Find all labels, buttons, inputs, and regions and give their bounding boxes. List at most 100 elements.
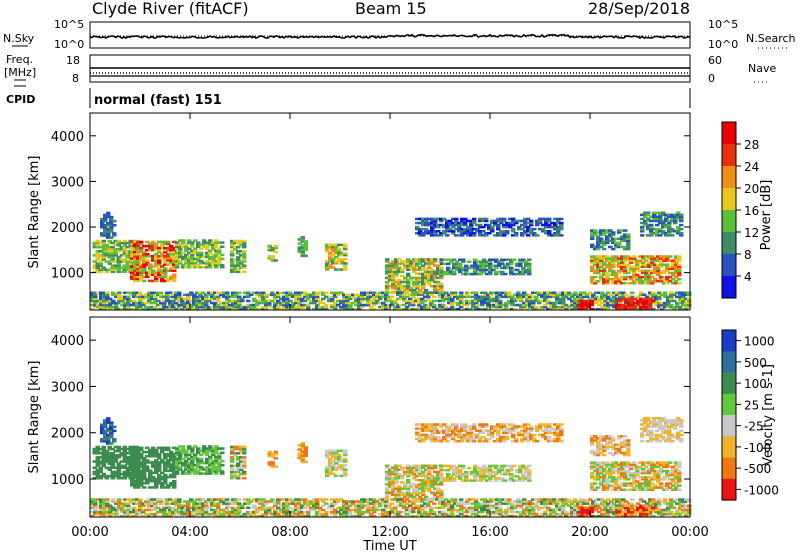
heatmap-cell <box>602 273 607 277</box>
heatmap-cell <box>122 464 127 467</box>
heatmap-cell <box>626 247 631 251</box>
heatmap-cell <box>196 251 201 255</box>
heatmap-cell <box>493 439 498 443</box>
heatmap-cell <box>640 217 645 221</box>
heatmap-cell <box>626 449 631 453</box>
heatmap-cell <box>448 433 453 437</box>
heatmap-cell <box>480 291 485 294</box>
heatmap-cell <box>315 305 320 309</box>
heatmap-cell <box>550 234 555 237</box>
heatmap-cell <box>679 423 684 426</box>
heatmap-cell <box>573 301 578 305</box>
heatmap-cell <box>640 227 645 231</box>
heatmap-cell <box>666 301 671 305</box>
heatmap-cell <box>626 243 631 247</box>
heatmap-cell <box>98 466 103 469</box>
heatmap-cell <box>101 254 106 257</box>
heatmap-cell <box>324 303 329 307</box>
heatmap-cell <box>148 267 153 270</box>
heatmap-cell <box>93 293 98 297</box>
heatmap-cell <box>406 260 411 263</box>
heatmap-cell <box>403 493 408 497</box>
heatmap-cell <box>122 270 127 274</box>
heatmap-cell <box>136 279 141 283</box>
heatmap-cell <box>453 291 458 294</box>
heatmap-cell <box>524 477 529 480</box>
heatmap-cell <box>507 299 512 303</box>
heatmap-cell <box>537 291 542 294</box>
heatmap-cell <box>300 291 305 294</box>
heatmap-cell <box>513 299 518 303</box>
heatmap-cell <box>648 305 653 309</box>
heatmap-cell <box>484 429 489 432</box>
heatmap-cell <box>157 482 162 485</box>
heatmap-cell <box>106 228 111 231</box>
heatmap-cell <box>403 470 408 474</box>
heatmap-cell <box>228 299 233 303</box>
heatmap-cell <box>236 252 241 255</box>
heatmap-cell <box>590 471 595 475</box>
heatmap-cell <box>406 274 411 278</box>
heatmap-cell <box>509 268 514 272</box>
heatmap-cell <box>125 266 130 269</box>
heatmap-cell <box>488 479 493 482</box>
heatmap-cell <box>177 293 182 297</box>
heatmap-cell <box>446 477 451 480</box>
heatmap-cell <box>109 226 114 229</box>
heatmap-cell <box>647 275 652 279</box>
heatmap-cell <box>114 307 119 311</box>
heatmap-cell <box>414 291 419 294</box>
heatmap-cell <box>190 464 195 467</box>
heatmap-cell <box>136 244 141 248</box>
heatmap-cell <box>564 293 569 297</box>
heatmap-cell <box>330 297 335 301</box>
heatmap-cell <box>201 291 206 294</box>
heatmap-cell <box>133 467 138 470</box>
heatmap-cell <box>181 243 186 246</box>
heatmap-cell <box>605 441 610 444</box>
heatmap-cell <box>142 463 147 466</box>
heatmap-cell <box>463 217 468 221</box>
heatmap-cell <box>505 230 510 233</box>
heatmap-cell <box>288 299 293 303</box>
heatmap-cell <box>213 301 218 305</box>
heatmap-cell <box>135 303 140 307</box>
heatmap-cell <box>611 263 616 266</box>
heatmap-cell <box>529 221 534 225</box>
heatmap-cell <box>101 248 106 251</box>
heatmap-cell <box>145 477 150 481</box>
heatmap-cell <box>101 464 106 467</box>
heatmap-cell <box>270 461 275 464</box>
heatmap-cell <box>671 259 676 262</box>
heatmap-cell <box>391 264 396 267</box>
heatmap-cell <box>184 453 189 457</box>
heatmap-cell <box>433 217 438 221</box>
heatmap-cell <box>433 258 438 261</box>
heatmap-cell <box>593 259 598 262</box>
heatmap-cell <box>441 291 446 294</box>
heatmap-cell <box>208 457 213 461</box>
heatmap-cell <box>474 295 479 299</box>
heatmap-cell <box>172 463 177 466</box>
heatmap-cell <box>92 260 97 263</box>
heatmap-cell <box>473 258 478 261</box>
heatmap-cell <box>106 436 111 439</box>
heatmap-cell <box>638 279 643 283</box>
heatmap-cell <box>273 452 278 456</box>
heatmap-cell <box>608 261 613 264</box>
heatmap-cell <box>496 437 501 441</box>
heatmap-cell <box>122 474 127 478</box>
heatmap-cell <box>163 267 168 270</box>
heatmap-cell <box>276 291 281 294</box>
heatmap-cell <box>494 470 499 474</box>
heatmap-cell <box>133 461 138 464</box>
heatmap-cell <box>318 307 323 311</box>
heatmap-cell <box>617 269 622 273</box>
heatmap-cell <box>183 305 188 309</box>
heatmap-cell <box>142 279 147 283</box>
heatmap-cell <box>602 486 607 489</box>
heatmap-cell <box>424 274 429 278</box>
heatmap-cell <box>391 272 396 276</box>
heatmap-cell <box>611 261 616 264</box>
heatmap-cell <box>418 474 423 478</box>
